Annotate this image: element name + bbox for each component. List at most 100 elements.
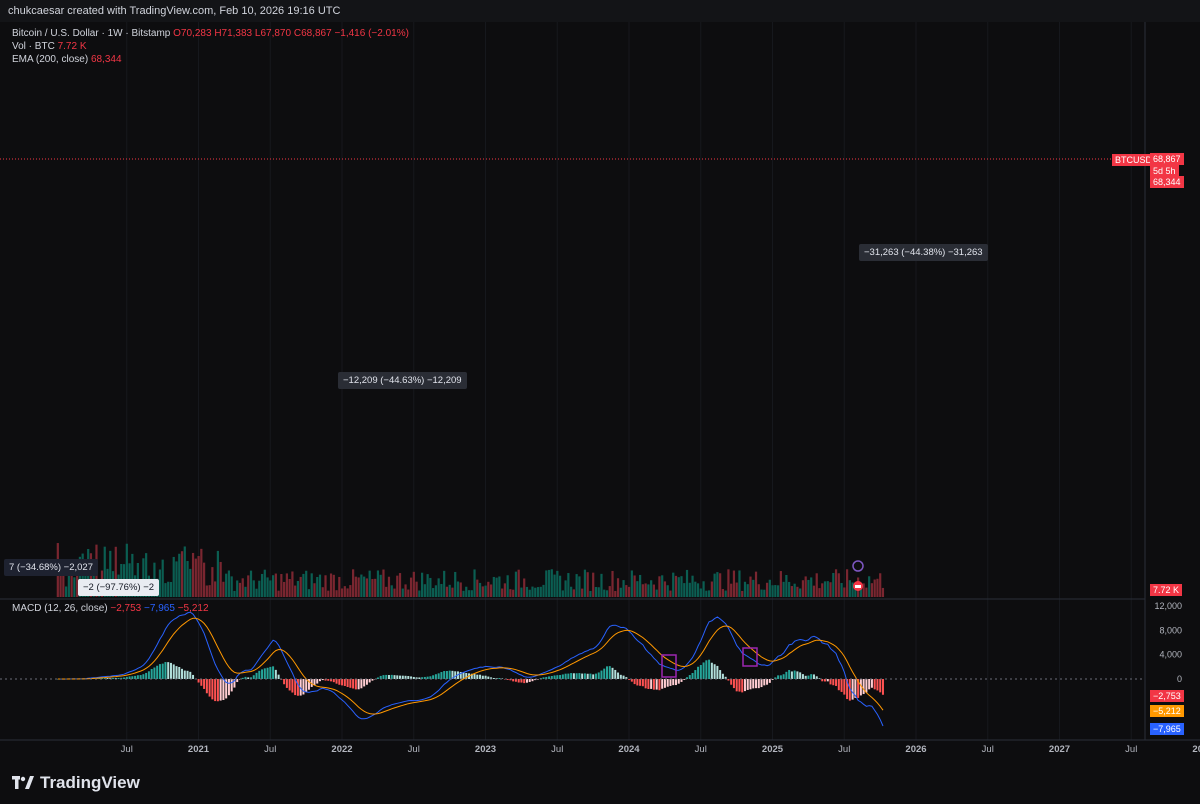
macd-histogram-bar — [161, 663, 164, 679]
volume-bar — [432, 588, 435, 597]
x-axis-tick-label: Jul — [982, 744, 994, 755]
macd-histogram-bar — [710, 662, 713, 679]
macd-histogram-bar — [443, 671, 446, 679]
hist-value-tag: −5,212 — [1150, 705, 1184, 717]
volume-bar — [327, 590, 330, 597]
volume-bar — [779, 571, 782, 597]
macd-histogram-bar — [128, 676, 131, 679]
volume-bar — [280, 574, 283, 597]
volume-bar — [622, 580, 625, 597]
macd-histogram-bar — [112, 677, 115, 679]
volume-bar — [708, 590, 711, 597]
macd-histogram-bar — [473, 674, 476, 679]
legend-high: H71,383 — [214, 28, 253, 39]
volume-bar — [556, 570, 559, 597]
volume-bar — [754, 571, 758, 597]
volume-bar — [448, 584, 451, 597]
macd-histogram-bar — [175, 666, 178, 679]
macd-histogram-bar — [669, 679, 672, 686]
volume-bar — [125, 543, 128, 597]
macd-histogram-bar — [272, 666, 275, 679]
volume-bar — [647, 584, 650, 597]
legend-symbol[interactable]: Bitcoin / U.S. Dollar · 1W · Bitstamp — [12, 28, 171, 39]
macd-histogram-bar — [404, 675, 407, 679]
x-axis-tick-label: 2028 — [1192, 744, 1200, 755]
macd-histogram-bar — [357, 679, 360, 690]
measurement-label-2026: −31,263 (−44.38%) −31,263 — [859, 244, 988, 261]
volume-bar — [639, 574, 642, 597]
volume-bar — [683, 583, 686, 597]
tradingview-logo[interactable]: TradingView — [12, 773, 140, 793]
volume-bar — [536, 587, 540, 597]
macd-histogram-bar — [305, 679, 308, 693]
volume-bar — [658, 576, 661, 597]
macd-histogram-bar — [644, 679, 647, 689]
macd-histogram-bar — [225, 679, 228, 699]
volume-bar — [376, 570, 380, 597]
volume-bar — [840, 582, 843, 597]
legend-ema-label[interactable]: EMA (200, close) — [12, 54, 89, 65]
volume-bar — [379, 574, 382, 597]
macd-histogram-bar — [815, 676, 818, 679]
macd-histogram-bar — [277, 674, 280, 679]
chart-canvas[interactable]: 190,000160,000130,000110,00090,00074,000… — [0, 22, 1200, 764]
macd-histogram-bar — [663, 679, 666, 688]
macd-histogram-bar — [581, 673, 584, 679]
macd-histogram-bar — [371, 679, 374, 681]
macd-histogram-bar — [650, 679, 653, 689]
macd-histogram-bar — [605, 666, 608, 679]
volume-bar — [829, 582, 832, 597]
volume-bar — [710, 581, 713, 597]
macd-histogram-bar — [189, 671, 192, 679]
macd-legend-label[interactable]: MACD (12, 26, close) — [12, 603, 108, 614]
macd-histogram-bar — [476, 674, 479, 679]
volume-bar — [307, 589, 311, 597]
volume-bar — [404, 584, 407, 597]
event-marker-icon[interactable] — [852, 560, 864, 572]
volume-bar — [774, 585, 777, 597]
macd-histogram-bar — [158, 664, 161, 679]
macd-histogram-bar — [145, 672, 148, 679]
macd-histogram-bar — [172, 664, 175, 679]
macd-histogram-bar — [285, 679, 288, 688]
macd-histogram-bar — [296, 679, 299, 696]
volume-bar — [655, 589, 658, 597]
volume-tag: 7.72 K — [1150, 584, 1183, 596]
volume-bar — [258, 580, 261, 597]
volume-bar — [396, 575, 399, 597]
volume-bar — [517, 569, 520, 597]
macd-histogram-bar — [517, 679, 520, 683]
macd-histogram-bar — [197, 679, 200, 683]
macd-histogram-bar — [556, 675, 559, 679]
macd-histogram-bar — [746, 679, 749, 690]
macd-histogram-bar — [250, 677, 253, 679]
volume-bar — [534, 587, 537, 597]
measurement-label-2022: −12,209 (−44.63%) −12,209 — [338, 372, 467, 389]
volume-bar — [716, 572, 719, 597]
volume-bar — [76, 567, 79, 597]
volume-bar — [848, 580, 851, 597]
macd-histogram-bar — [183, 670, 186, 679]
volume-bar — [782, 581, 785, 597]
volume-bar — [167, 581, 170, 597]
macd-histogram-bar — [288, 679, 291, 691]
macd-histogram-bar — [238, 679, 241, 680]
volume-bar — [360, 574, 363, 597]
volume-bar — [732, 570, 736, 597]
macd-histogram-bar — [630, 679, 633, 682]
macd-histogram-bar — [724, 676, 727, 679]
macd-histogram-bar — [385, 674, 388, 679]
volume-bar — [423, 584, 426, 597]
macd-histogram-bar — [622, 675, 625, 679]
macd-histogram-bar — [241, 677, 244, 679]
macd-histogram-bar — [788, 669, 791, 679]
volume-bar — [186, 560, 189, 597]
macd-histogram-bar — [567, 673, 570, 679]
ema-price-tag: 68,344 — [1150, 176, 1184, 188]
volume-bar — [627, 586, 631, 597]
volume-bar — [387, 576, 391, 597]
legend-vol-label[interactable]: Vol · BTC — [12, 41, 55, 52]
macd-histogram-bar — [462, 672, 465, 679]
volume-bar — [804, 576, 807, 597]
volume-bar — [512, 589, 515, 597]
